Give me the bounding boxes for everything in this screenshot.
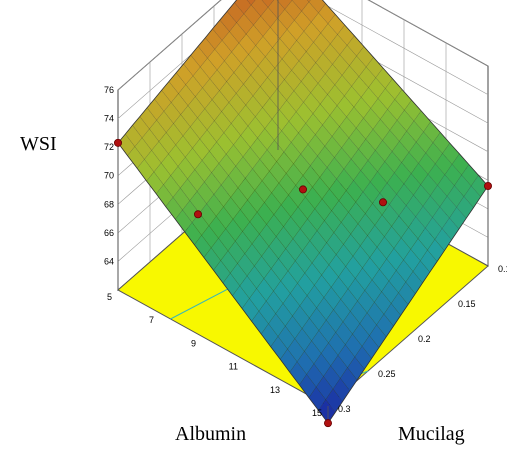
x-tick-label: 13 <box>270 385 280 395</box>
design-point <box>483 181 492 190</box>
x-axis-label: Albumin <box>175 423 246 445</box>
z-tick-label: 66 <box>104 228 114 238</box>
x-tick-label: 9 <box>191 338 196 348</box>
design-point <box>114 138 123 147</box>
x-tick-label: 15 <box>312 408 322 418</box>
z-axis-label: WSI <box>20 133 57 155</box>
y-tick-label: 0.15 <box>458 299 476 309</box>
design-point <box>298 185 307 194</box>
x-tick-label: 5 <box>107 292 112 302</box>
z-tick-label: 70 <box>104 171 114 181</box>
y-tick-label: 0.2 <box>418 334 431 344</box>
design-points <box>114 138 492 428</box>
wall-grid-line <box>117 0 489 119</box>
y-tick-label: 0.3 <box>338 404 351 414</box>
design-point <box>193 210 202 219</box>
z-tick-label: 74 <box>104 114 114 124</box>
response-surface <box>117 0 489 424</box>
z-tick-label: 64 <box>104 256 114 266</box>
design-point <box>378 198 387 207</box>
y-tick-label: 0.1 <box>498 264 507 274</box>
z-tick-label: 68 <box>104 199 114 209</box>
y-tick-label: 0.25 <box>378 369 396 379</box>
x-tick-label: 7 <box>149 315 154 325</box>
y-axis-label: Mucilag <box>398 423 465 445</box>
design-point <box>323 419 332 428</box>
z-tick-label: 72 <box>104 142 114 152</box>
axis-ticks: 64 66 68 70 72 74 76 5 7 9 11 13 15 0.1 0.15 0.2 0.25 0.3 <box>104 85 507 418</box>
z-tick-label: 76 <box>104 85 114 95</box>
wall-grid-line <box>117 0 489 91</box>
x-tick-label: 11 <box>229 362 238 372</box>
